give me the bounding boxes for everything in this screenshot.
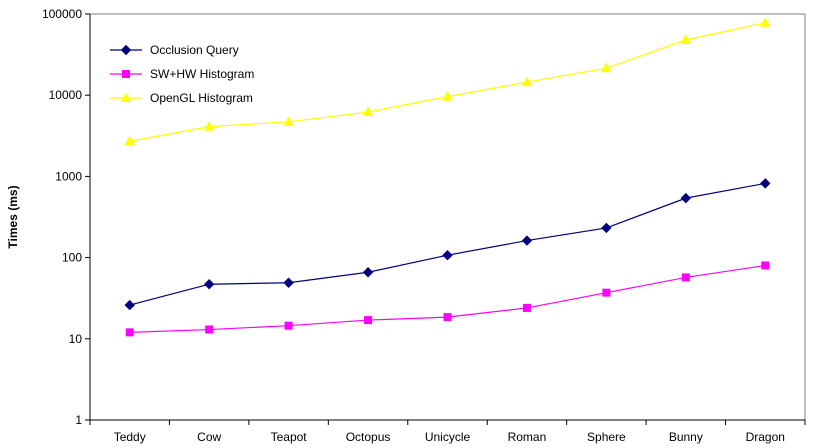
data-point xyxy=(601,222,612,234)
data-point xyxy=(203,121,215,131)
data-point xyxy=(521,76,533,87)
data-point xyxy=(284,321,293,330)
legend-item: Occlusion Query xyxy=(110,43,239,57)
data-point xyxy=(680,34,692,44)
legend-label: Occlusion Query xyxy=(150,43,239,57)
y-tick-label: 10 xyxy=(69,332,83,346)
legend-label: SW+HW Histogram xyxy=(150,67,254,81)
data-point xyxy=(124,299,135,311)
data-point xyxy=(283,116,294,126)
data-point xyxy=(283,277,294,288)
x-tick-label: Dragon xyxy=(746,430,785,444)
data-point xyxy=(522,303,531,312)
legend-item: SW+HW Histogram xyxy=(110,67,254,81)
data-point xyxy=(442,250,453,261)
y-axis-title: Times (ms) xyxy=(6,185,20,248)
x-tick-label: Unicycle xyxy=(425,430,471,444)
legend-marker xyxy=(120,44,132,56)
data-point xyxy=(602,288,611,297)
data-point xyxy=(362,106,374,117)
data-point xyxy=(761,261,770,270)
data-point xyxy=(681,273,690,282)
data-point xyxy=(759,17,771,27)
data-point xyxy=(443,313,452,322)
series-layer xyxy=(124,17,771,337)
legend-label: OpenGL Histogram xyxy=(150,91,253,105)
x-tick-label: Roman xyxy=(508,430,547,444)
legend-marker xyxy=(120,92,132,102)
series-line xyxy=(129,182,766,306)
y-tick-label: 100000 xyxy=(42,7,82,21)
x-tick-label: Sphere xyxy=(587,430,626,444)
legend: Occlusion Query SW+HW Histogram OpenGL His… xyxy=(110,43,254,105)
series-line xyxy=(129,264,766,333)
legend-item: OpenGL Histogram xyxy=(110,91,253,105)
data-point xyxy=(362,267,374,278)
legend-marker xyxy=(122,70,130,78)
x-tick-label: Teddy xyxy=(114,430,146,444)
data-point xyxy=(601,62,612,73)
y-tick-label: 100 xyxy=(62,251,82,265)
data-point xyxy=(124,135,136,146)
series-opengl-histogram xyxy=(124,17,771,146)
data-point xyxy=(442,91,453,101)
y-axis: 1 10 100 1000 10000 100000 xyxy=(42,7,90,427)
x-tick-label: Teapot xyxy=(271,430,308,444)
series-sw-hw-histogram xyxy=(125,261,770,337)
series-occlusion-query xyxy=(124,178,771,311)
data-point xyxy=(203,279,215,290)
data-point xyxy=(125,328,134,337)
y-tick-label: 10000 xyxy=(49,88,83,102)
data-point xyxy=(521,235,533,246)
x-tick-label: Bunny xyxy=(669,430,703,444)
data-point xyxy=(760,178,771,189)
x-tick-label: Octopus xyxy=(346,430,391,444)
y-tick-label: 1000 xyxy=(55,169,82,183)
x-tick-label: Cow xyxy=(197,430,221,444)
data-point xyxy=(680,192,692,204)
data-point xyxy=(364,316,373,325)
data-point xyxy=(205,325,214,334)
y-tick-label: 1 xyxy=(75,413,82,427)
series-line xyxy=(129,22,766,142)
plot-area xyxy=(89,13,806,421)
x-axis: Teddy Cow Teapot Octopus Unicycle Roman Sphere… xyxy=(89,420,806,444)
